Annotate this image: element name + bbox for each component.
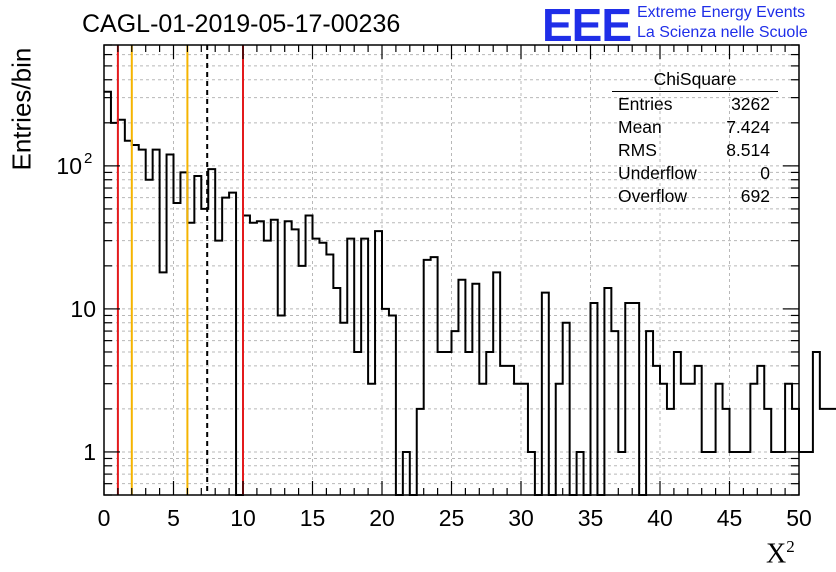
stats-divider	[612, 91, 778, 92]
x-tick-label: 45	[717, 505, 743, 531]
chart-title: CAGL-01-2019-05-17-00236	[82, 10, 401, 38]
stats-value: 3262	[731, 94, 770, 114]
histogram-series	[104, 90, 836, 496]
y-axis-label: Entries/bin	[6, 47, 37, 171]
stats-label: Entries	[618, 94, 673, 114]
stats-row-overflow: Overflow 692	[612, 185, 778, 208]
stats-row-entries: Entries 3262	[612, 93, 778, 116]
x-tick-label: 50	[786, 505, 812, 531]
x-axis-label: X2	[766, 537, 795, 570]
reference-lines	[116, 45, 244, 495]
y-tick-label: 10	[56, 153, 82, 179]
y-tick-label: 1	[83, 439, 96, 465]
stats-row-rms: RMS 8.514	[612, 139, 778, 162]
logo-tagline-2: La Scienza nelle Scuole	[637, 24, 808, 41]
x-tick-label: 35	[578, 505, 604, 531]
logo-tagline-1: Extreme Energy Events	[637, 4, 806, 21]
stats-value: 8.514	[726, 140, 770, 160]
x-tick-label: 15	[300, 505, 326, 531]
stats-box: ChiSquare Entries 3262 Mean 7.424 RMS 8.…	[612, 67, 778, 208]
stats-value: 0	[760, 163, 770, 183]
stats-label: Mean	[618, 117, 662, 137]
stats-title: ChiSquare	[653, 69, 737, 89]
y-tick-label: 10	[70, 296, 96, 322]
stats-value: 692	[740, 186, 770, 206]
y-tick-label-exponent: 2	[84, 150, 92, 167]
x-tick-label: 20	[369, 505, 395, 531]
x-tick-label: 0	[98, 505, 111, 531]
eee-logo: EEE	[542, 0, 632, 51]
x-tick-label: 40	[647, 505, 673, 531]
stats-label: RMS	[618, 140, 657, 160]
histogram-line	[104, 90, 836, 496]
stats-row-mean: Mean 7.424	[612, 116, 778, 139]
stats-value: 7.424	[726, 117, 770, 137]
stats-label: Underflow	[618, 163, 697, 183]
stats-label: Overflow	[618, 186, 688, 206]
stats-row-underflow: Underflow 0	[612, 162, 778, 185]
x-tick-label: 10	[230, 505, 256, 531]
x-tick-label: 25	[439, 505, 465, 531]
x-tick-label: 30	[508, 505, 534, 531]
x-tick-label: 5	[167, 505, 180, 531]
